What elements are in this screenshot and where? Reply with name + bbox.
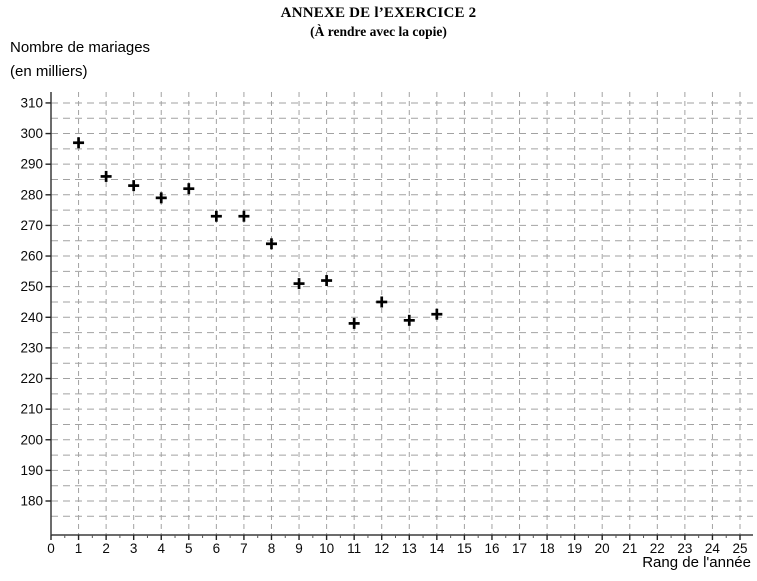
y-tick-label: 230 [20, 340, 43, 355]
x-tick-label: 16 [484, 541, 499, 556]
y-tick-label: 240 [20, 310, 43, 325]
x-tick-label: 6 [213, 541, 221, 556]
y-tick-label: 300 [20, 126, 43, 141]
x-tick-label: 15 [457, 541, 472, 556]
y-tick-label: 200 [20, 432, 43, 447]
x-tick-label: 8 [268, 541, 276, 556]
y-tick-label: 270 [20, 218, 43, 233]
x-tick-label: 11 [347, 541, 361, 556]
y-tick-label: 260 [20, 249, 43, 264]
x-tick-label: 14 [429, 541, 445, 556]
x-tick-label: 5 [185, 541, 193, 556]
y-axis-title-line1: Nombre de mariages [10, 39, 151, 56]
x-tick-label: 22 [650, 541, 665, 556]
y-axis-title-line2: (en milliers) [10, 63, 88, 80]
x-tick-label: 10 [319, 541, 334, 556]
x-tick-label: 4 [157, 541, 165, 556]
x-tick-label: 3 [130, 541, 138, 556]
y-tick-label: 190 [20, 463, 43, 478]
page-subtitle: (À rendre avec la copie) [310, 24, 447, 39]
x-tick-label: 21 [622, 541, 637, 556]
y-tick-label: 180 [20, 494, 43, 509]
x-tick-label: 9 [295, 541, 303, 556]
y-tick-label: 220 [20, 371, 43, 386]
x-tick-label: 18 [540, 541, 555, 556]
x-tick-label: 7 [240, 541, 248, 556]
x-tick-label: 0 [47, 541, 55, 556]
x-tick-label: 2 [102, 541, 110, 556]
x-tick-label: 19 [567, 541, 582, 556]
x-tick-label: 23 [677, 541, 692, 556]
x-tick-label: 24 [705, 541, 721, 556]
page-header: ANNEXE DE l’EXERCICE 2 (À rendre avec la… [0, 5, 757, 40]
x-tick-label: 20 [595, 541, 610, 556]
y-tick-label: 290 [20, 157, 43, 172]
x-tick-label: 13 [402, 541, 417, 556]
x-tick-label: 25 [732, 541, 747, 556]
y-tick-label: 280 [20, 187, 43, 202]
y-tick-label: 250 [20, 279, 43, 294]
y-tick-label: 310 [20, 95, 43, 110]
x-tick-label: 12 [374, 541, 389, 556]
x-axis-title: Rang de l'année [642, 554, 751, 571]
y-tick-label: 210 [20, 402, 43, 417]
page-title: ANNEXE DE l’EXERCICE 2 [280, 5, 477, 21]
x-tick-label: 1 [75, 541, 83, 556]
y-axis-title: Nombre de mariages (en milliers) [10, 36, 150, 84]
x-tick-label: 17 [512, 541, 527, 556]
